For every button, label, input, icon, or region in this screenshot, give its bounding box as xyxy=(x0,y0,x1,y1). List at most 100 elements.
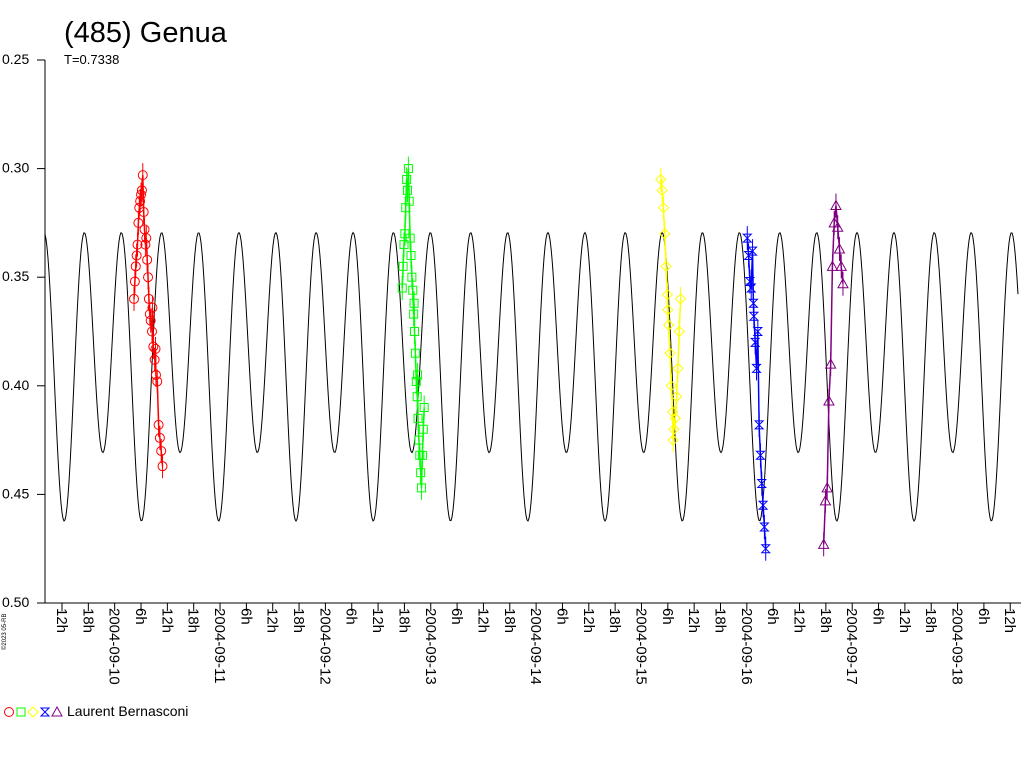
x-tick-label: 12h xyxy=(53,608,70,633)
data-point xyxy=(399,240,409,250)
data-point xyxy=(402,174,412,184)
model-lightcurve xyxy=(44,231,1019,523)
legend-marker-square xyxy=(16,707,26,717)
data-point xyxy=(759,522,770,532)
data-point xyxy=(824,358,837,369)
data-point xyxy=(408,285,418,295)
y-axis-ticks: 0.25 0.30 0.35 0.40 0.45 0.50 xyxy=(2,51,45,610)
data-point xyxy=(821,481,834,493)
y-tick-label: 0.45 xyxy=(2,485,29,501)
data-point xyxy=(136,185,147,196)
data-point xyxy=(416,468,426,478)
x-tick-label: 18h xyxy=(290,608,307,633)
data-point xyxy=(659,228,671,240)
data-point xyxy=(136,189,147,200)
data-point xyxy=(756,479,767,489)
x-tick-label: 18h xyxy=(501,608,518,633)
data-point xyxy=(417,483,427,493)
data-point xyxy=(657,201,670,214)
data-point xyxy=(403,164,413,174)
data-point xyxy=(137,170,148,181)
series-diamond xyxy=(655,167,687,453)
legend-markers xyxy=(4,705,63,718)
series-triangle xyxy=(817,193,849,557)
data-point xyxy=(410,348,420,358)
data-point xyxy=(833,242,846,254)
data-point xyxy=(149,354,160,365)
data-point xyxy=(397,283,407,293)
data-point xyxy=(131,250,142,261)
series-square xyxy=(397,156,429,500)
legend-label: Laurent Bernasconi xyxy=(67,703,188,719)
data-point xyxy=(817,538,830,549)
data-point xyxy=(670,390,683,403)
data-point xyxy=(402,185,412,195)
data-point xyxy=(150,369,161,380)
data-point xyxy=(666,406,679,418)
data-point xyxy=(148,341,159,352)
data-point xyxy=(129,276,140,287)
x-tick-label: 12h xyxy=(896,608,913,633)
data-point xyxy=(662,304,674,316)
data-point xyxy=(409,298,419,308)
data-point xyxy=(751,363,762,373)
data-point xyxy=(831,221,844,232)
x-tick-label: 6h xyxy=(237,608,254,625)
data-point xyxy=(413,370,423,380)
y-tick-label: 0.30 xyxy=(2,160,29,176)
data-point xyxy=(154,432,165,443)
data-point xyxy=(752,327,764,336)
x-tick-label: 2004-09-16 xyxy=(738,608,755,685)
x-tick-label: 2004-09-14 xyxy=(527,608,544,685)
data-point xyxy=(153,419,164,430)
x-tick-label: 12h xyxy=(685,608,702,633)
data-point xyxy=(746,283,757,293)
x-tick-label: 18h xyxy=(395,608,412,633)
credit-text: ©2023 05-RB xyxy=(1,614,8,650)
x-tick-label: 2004-09-10 xyxy=(106,608,123,685)
x-tick-label: 12h xyxy=(369,608,386,633)
data-point xyxy=(406,250,416,260)
data-point xyxy=(150,343,161,354)
data-point xyxy=(760,544,771,554)
x-tick-label: 12h xyxy=(1001,608,1018,633)
y-tick-label: 0.35 xyxy=(2,268,29,284)
series-circle xyxy=(128,163,168,479)
legend: Laurent Bernasconi xyxy=(4,703,188,719)
data-point xyxy=(747,246,758,256)
data-point xyxy=(664,347,676,359)
y-tick-label: 0.25 xyxy=(2,51,29,67)
data-point xyxy=(655,173,667,186)
x-tick-label: 18h xyxy=(606,608,623,633)
data-point xyxy=(672,362,684,375)
x-tick-label: 2004-09-15 xyxy=(632,608,649,685)
data-point xyxy=(141,233,152,244)
data-point xyxy=(674,293,687,305)
x-tick-label: 18h xyxy=(817,608,834,633)
data-point xyxy=(665,380,678,392)
data-point xyxy=(837,277,849,289)
data-point xyxy=(144,309,155,320)
chart-subtitle: T=0.7338 xyxy=(64,52,119,67)
data-point xyxy=(135,196,146,207)
data-point xyxy=(140,239,151,250)
data-point xyxy=(749,337,761,347)
x-tick-label: 2004-09-18 xyxy=(949,608,966,685)
series-bowtie xyxy=(742,226,771,561)
data-point xyxy=(662,319,675,331)
x-tick-label: 6h xyxy=(448,608,465,625)
legend-marker-diamond xyxy=(27,706,39,718)
x-tick-label: 2004-09-17 xyxy=(843,608,860,685)
data-point xyxy=(146,326,157,337)
data-point xyxy=(157,461,168,472)
x-tick-label: 18h xyxy=(712,608,729,633)
data-point xyxy=(757,500,769,510)
y-tick-label: 0.50 xyxy=(2,594,29,610)
data-point xyxy=(656,184,668,197)
legend-marker-circle xyxy=(4,707,14,717)
data-point xyxy=(132,239,143,250)
x-axis-ticks: 12h 18h 2004-09-10 6h 12h 18h 2004-09-11 6h 12h 1… xyxy=(53,603,1018,685)
data-point xyxy=(143,272,154,283)
data-point xyxy=(413,413,423,423)
